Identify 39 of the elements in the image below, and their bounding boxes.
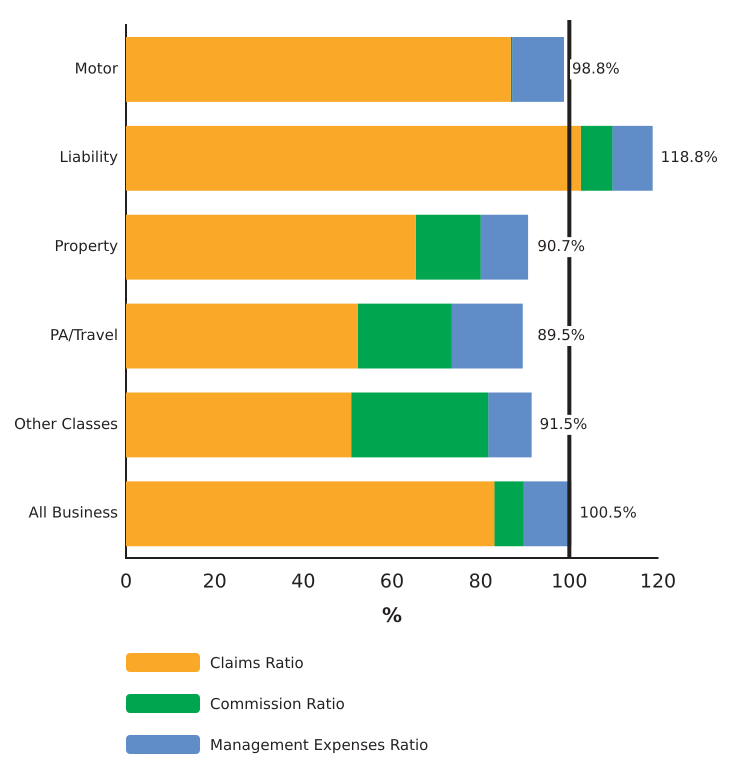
- bar: [351, 392, 488, 458]
- y-tick-label: PA/Travel: [50, 326, 118, 344]
- legend-label: Claims Ratio: [210, 654, 304, 672]
- total-label: 100.5%: [580, 504, 637, 522]
- bar: [126, 392, 352, 458]
- legend-label: Management Expenses Ratio: [210, 736, 428, 754]
- x-tick-label: 40: [291, 570, 316, 593]
- bar: [612, 126, 653, 191]
- bar: [452, 304, 523, 368]
- y-tick-label: Property: [54, 237, 118, 256]
- bar: [126, 481, 494, 546]
- total-label: 90.7%: [537, 237, 585, 256]
- bar: [494, 481, 524, 546]
- bar: [480, 214, 528, 280]
- x-tick-label: 0: [120, 570, 132, 593]
- x-axis-title: %: [382, 603, 402, 628]
- total-label: 91.5%: [540, 414, 588, 433]
- bar: [126, 304, 358, 368]
- x-tick-label: 60: [380, 570, 404, 593]
- x-tick-label: 20: [202, 570, 227, 593]
- bar: [580, 126, 612, 191]
- bar: [126, 126, 581, 191]
- y-tick-label: Other Classes: [14, 414, 118, 433]
- y-tick-label: Motor: [74, 59, 119, 78]
- total-label: 89.5%: [537, 326, 585, 344]
- bar: [126, 36, 511, 102]
- y-tick-label: Liability: [60, 148, 118, 166]
- bar: [488, 392, 532, 458]
- bar: [416, 214, 481, 280]
- bar: [512, 36, 564, 102]
- x-tick-label: 100: [551, 570, 588, 593]
- legend-label: Commission Ratio: [210, 694, 345, 712]
- total-label: 118.8%: [660, 148, 718, 166]
- total-label: 98.8%: [572, 59, 620, 78]
- bar: [358, 304, 452, 368]
- x-tick-label: 80: [468, 570, 493, 593]
- y-tick-label: All Business: [28, 504, 118, 522]
- x-tick-label: 120: [640, 570, 676, 593]
- bar: [126, 214, 416, 280]
